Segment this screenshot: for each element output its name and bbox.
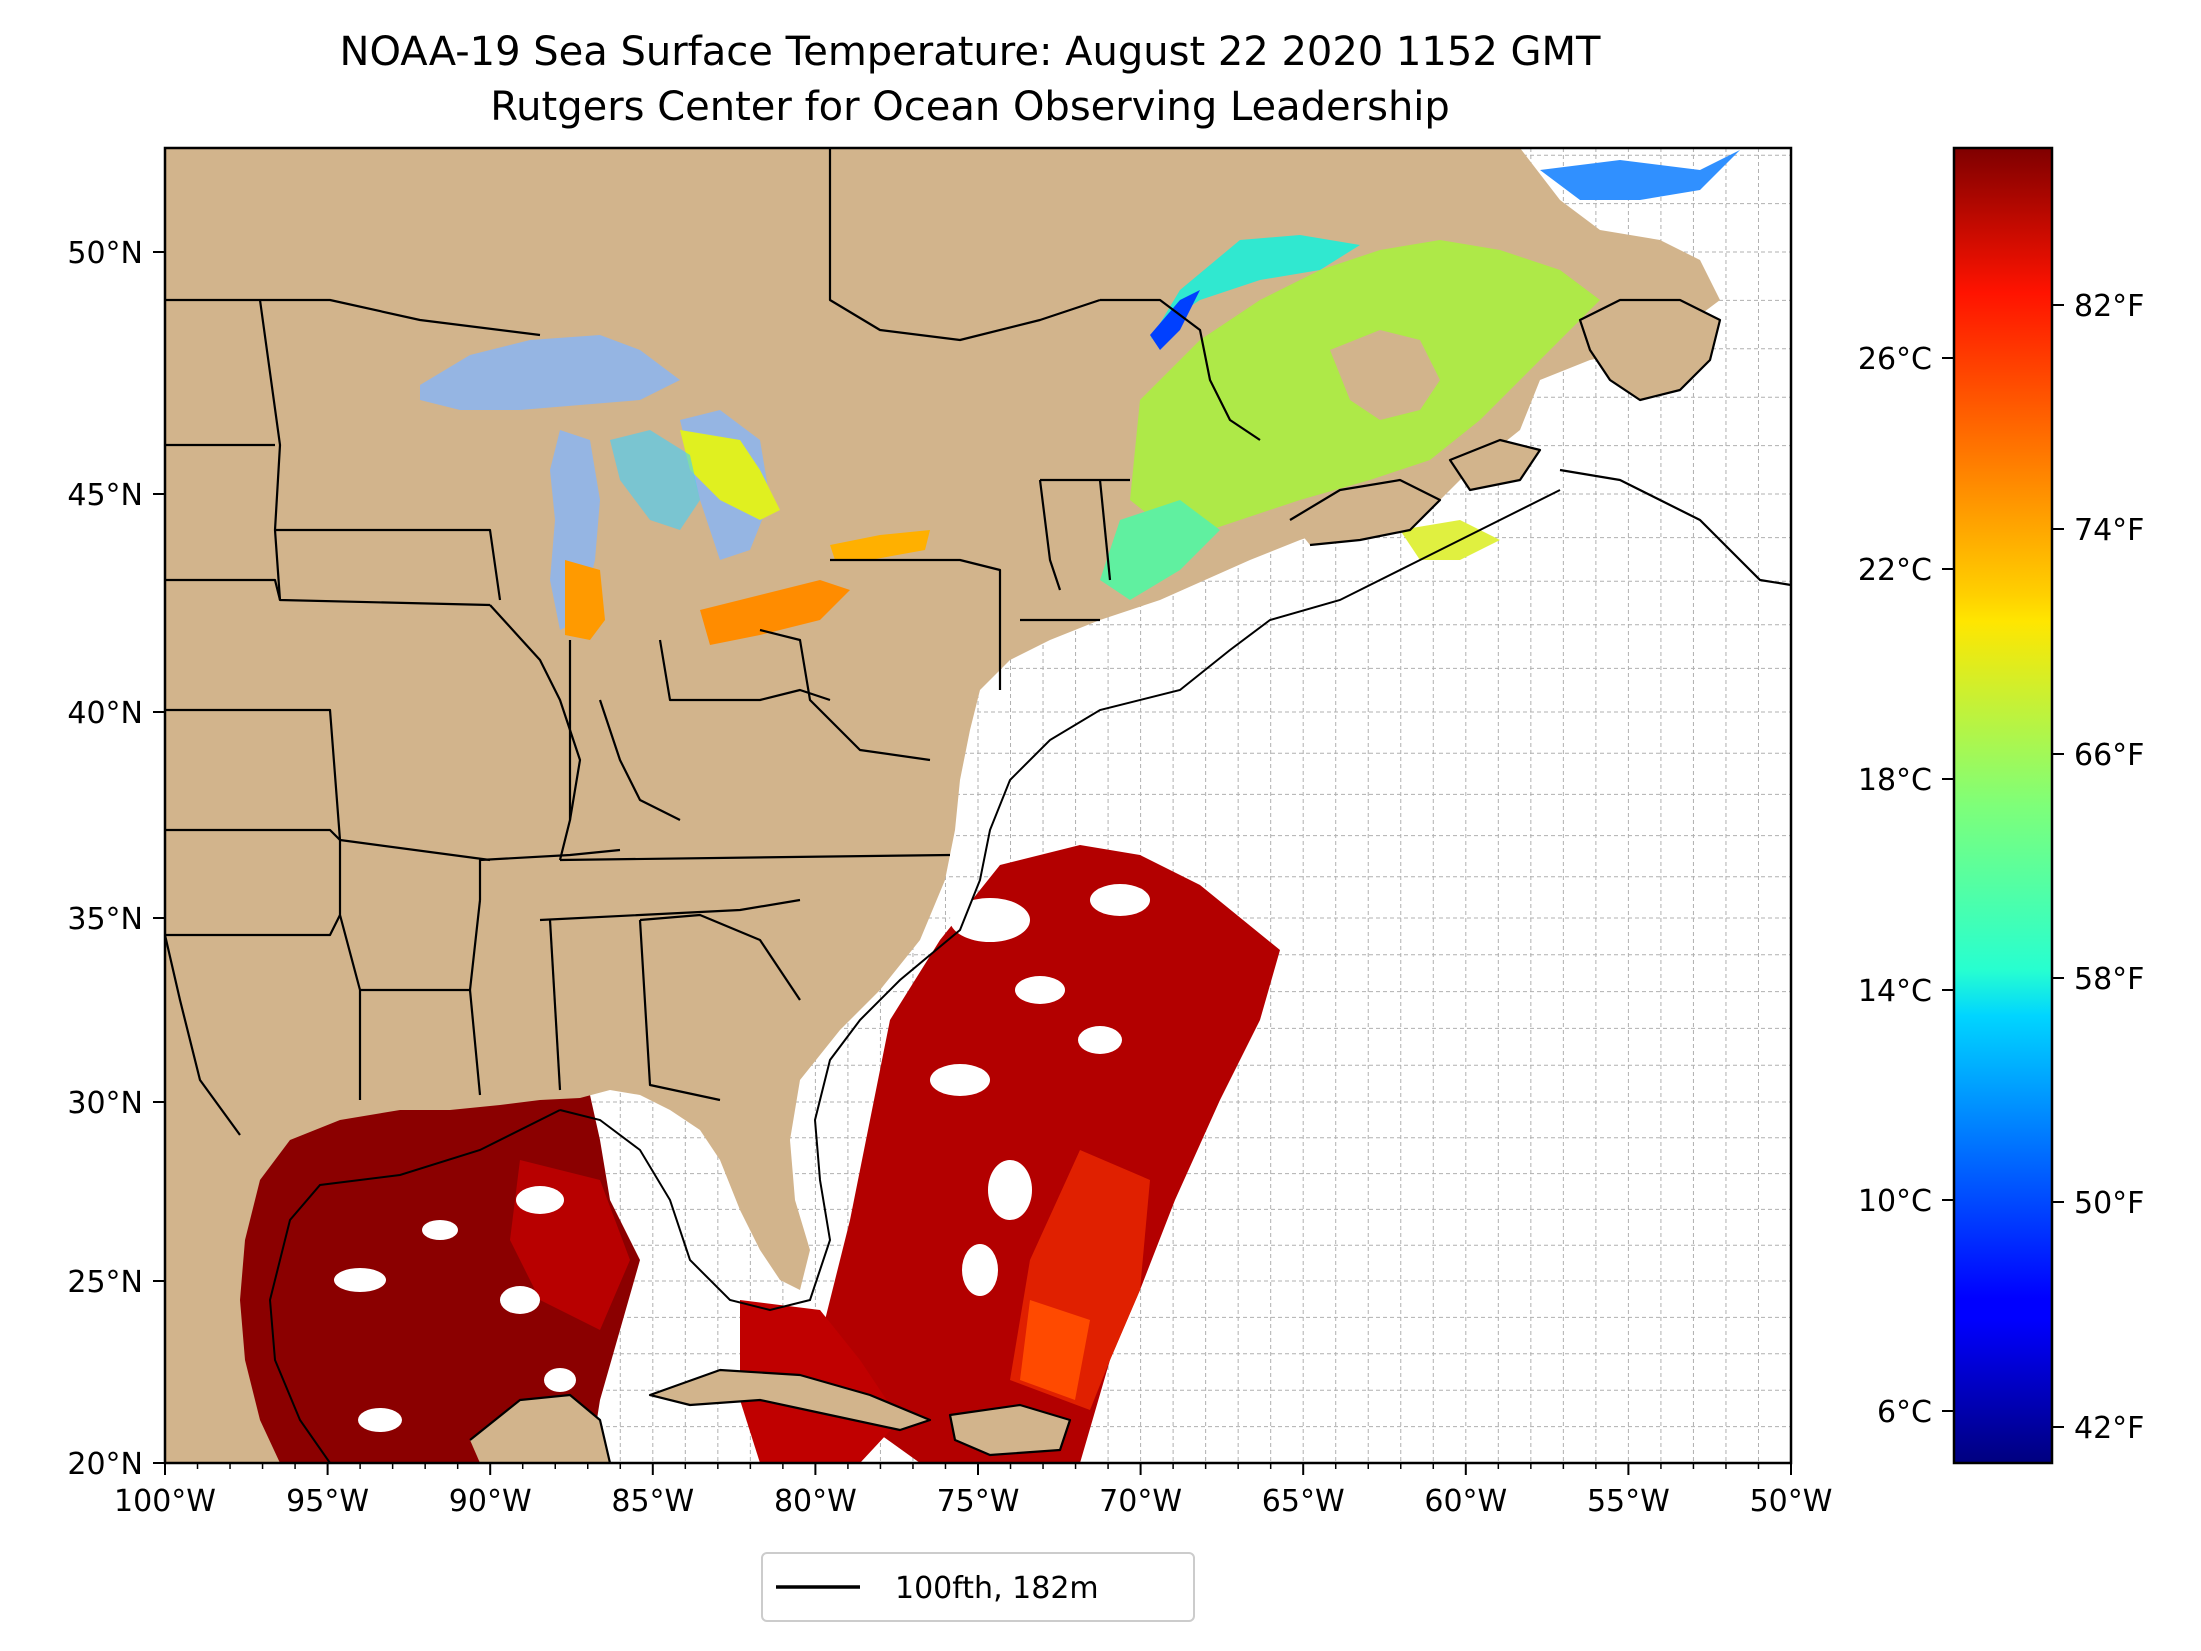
colorbar-fahrenheit-label: 50°F [2074, 1186, 2144, 1221]
x-tick-label: 75°W [937, 1484, 1020, 1519]
colorbar-fahrenheit-label: 42°F [2074, 1411, 2144, 1446]
x-axis: 100°W 95°W 90°W 85°W 80°W 75°W 70°W 65°W 60°W 55°… [114, 1463, 1832, 1519]
y-tick-label: 35°N [67, 902, 143, 937]
colorbar-celsius-label: 18°C [1858, 763, 1932, 798]
x-tick-label: 85°W [611, 1484, 694, 1519]
colorbar-fahrenheit-label: 74°F [2074, 513, 2144, 548]
y-tick-label: 30°N [67, 1086, 143, 1121]
legend: 100fth, 182m [761, 1552, 1195, 1622]
colorbar-celsius-label: 26°C [1858, 342, 1932, 377]
map-subtitle: Rutgers Center for Ocean Observing Leade… [490, 84, 1450, 130]
colorbar-fahrenheit-label: 82°F [2074, 289, 2144, 324]
atlantic-canada-land [1330, 330, 1440, 420]
hispaniola-land [950, 1405, 1070, 1455]
colorbar-celsius-label: 22°C [1858, 553, 1932, 588]
y-tick-label: 50°N [67, 236, 143, 271]
x-tick-label: 80°W [774, 1484, 857, 1519]
colorbar-celsius-label: 10°C [1858, 1184, 1932, 1219]
political-borders [165, 148, 1261, 1136]
x-tick-label: 70°W [1099, 1484, 1182, 1519]
x-tick-label: 50°W [1750, 1484, 1833, 1519]
y-axis: 20°N 25°N 30°N 35°N 40°N 45°N 50°N [67, 236, 165, 1482]
y-tick-label: 40°N [67, 696, 143, 731]
legend-label: 100fth, 182m [895, 1571, 1099, 1606]
great-lakes [420, 335, 930, 645]
y-tick-label: 20°N [67, 1447, 143, 1482]
colorbar-gradient [1952, 146, 2054, 1465]
map-title: NOAA-19 Sea Surface Temperature: August … [340, 29, 1601, 75]
x-tick-label: 90°W [449, 1484, 532, 1519]
colorbar: 6°C 10°C 14°C 18°C 22°C 26°C 42°F 50°F 58°F 66°F… [1858, 146, 2144, 1465]
y-tick-label: 25°N [67, 1265, 143, 1300]
cuba-land [650, 1370, 930, 1430]
colorbar-celsius-label: 6°C [1877, 1395, 1932, 1430]
y-tick-label: 45°N [67, 478, 143, 513]
map-plot-area [165, 148, 1791, 1463]
colorbar-fahrenheit-label: 66°F [2074, 738, 2144, 773]
x-tick-label: 60°W [1424, 1484, 1507, 1519]
newfoundland-land [1580, 300, 1720, 400]
x-tick-label: 55°W [1587, 1484, 1670, 1519]
colorbar-fahrenheit-label: 58°F [2074, 962, 2144, 997]
x-tick-label: 65°W [1262, 1484, 1345, 1519]
colorbar-celsius-label: 14°C [1858, 974, 1932, 1009]
x-tick-label: 95°W [286, 1484, 369, 1519]
x-tick-label: 100°W [114, 1484, 216, 1519]
contour-100fth [268, 489, 1561, 1463]
